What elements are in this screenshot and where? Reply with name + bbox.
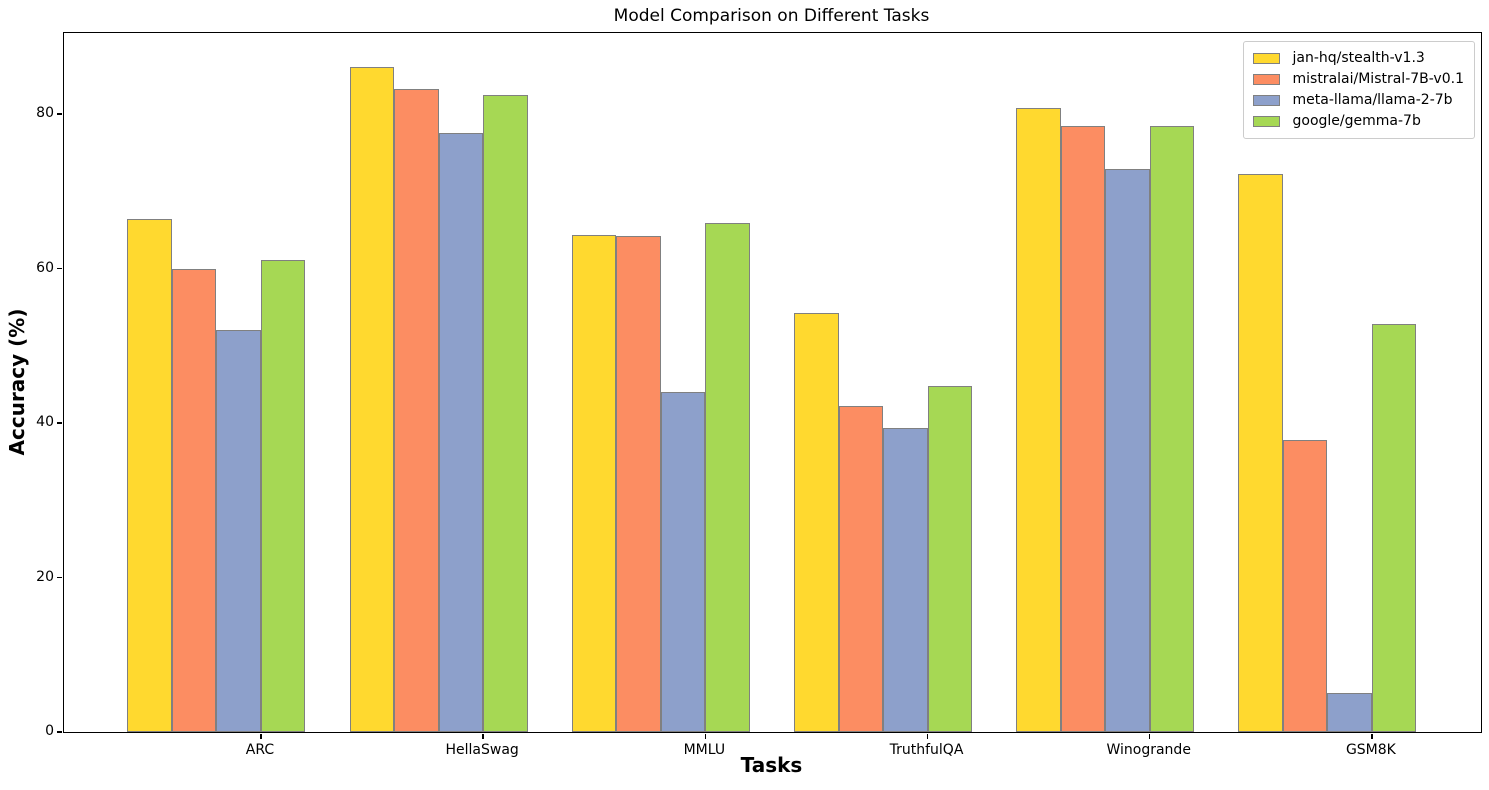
y-tick-mark [57, 113, 62, 115]
y-tick-label: 0 [45, 723, 54, 739]
x-tick-label: MMLU [683, 742, 726, 758]
bar-truthfulqa-series2 [883, 428, 928, 732]
chart-title: Model Comparison on Different Tasks [613, 6, 930, 26]
bar-arc-series3 [260, 260, 306, 732]
legend: jan-hq/stealth-v1.3 mistralai/Mistral-7B-… [1242, 41, 1475, 139]
bar-truthfulqa-series0 [794, 312, 839, 732]
x-tick-label: Winogrande [1106, 742, 1191, 758]
bar-truthfulqa-series1 [838, 406, 884, 732]
bar-winogrande-series0 [1016, 107, 1061, 732]
legend-swatch-icon [1252, 95, 1280, 106]
x-tick-mark [260, 734, 262, 739]
x-axis-label: Tasks [740, 753, 803, 777]
y-tick-mark [57, 731, 62, 733]
y-tick-mark [57, 422, 62, 424]
y-tick-label: 40 [36, 414, 54, 431]
x-tick-mark [704, 734, 707, 739]
legend-item: jan-hq/stealth-v1.3 [1252, 48, 1465, 69]
bar-mmlu-series3 [705, 223, 750, 732]
legend-label: jan-hq/stealth-v1.3 [1292, 50, 1425, 66]
legend-item: mistralai/Mistral-7B-v0.1 [1252, 69, 1465, 90]
bar-gsm8k-series0 [1238, 174, 1283, 732]
x-tick-mark [1371, 734, 1373, 739]
x-tick-mark [482, 734, 484, 739]
plot-area: jan-hq/stealth-v1.3 mistralai/Mistral-7B-… [57, 32, 1482, 739]
y-tick-label: 60 [36, 259, 54, 276]
bar-arc-series1 [171, 268, 217, 732]
bar-hellaswag-series2 [438, 132, 484, 732]
bar-arc-series2 [216, 330, 261, 732]
legend-label: google/gemma-7b [1292, 113, 1421, 129]
legend-item: google/gemma-7b [1252, 111, 1465, 132]
x-tick-mark [1148, 734, 1151, 739]
legend-swatch-icon [1252, 53, 1280, 64]
x-tick-label: ARC [245, 742, 275, 758]
bar-arc-series0 [127, 219, 172, 732]
bar-hellaswag-series1 [394, 88, 439, 732]
bar-gsm8k-series2 [1327, 693, 1372, 732]
x-tick-label: TruthfulQA [889, 742, 964, 758]
x-tick-label: GSM8K [1345, 742, 1396, 758]
y-tick-label: 80 [36, 105, 54, 122]
bar-mmlu-series2 [660, 392, 706, 732]
y-tick-label: 20 [36, 568, 54, 585]
legend-label: mistralai/Mistral-7B-v0.1 [1292, 71, 1465, 87]
y-axis-label: Accuracy (%) [5, 308, 29, 456]
legend-label: meta-llama/llama-2-7b [1292, 92, 1453, 108]
bar-mmlu-series1 [616, 236, 661, 732]
bar-mmlu-series0 [571, 234, 617, 732]
x-tick-mark [926, 734, 929, 739]
bar-winogrande-series1 [1060, 126, 1106, 732]
bar-truthfulqa-series3 [927, 385, 973, 732]
bar-gsm8k-series3 [1371, 324, 1417, 732]
x-tick-label: HellaSwag [445, 742, 519, 758]
bar-winogrande-series2 [1105, 168, 1150, 732]
y-tick-mark [57, 267, 62, 270]
legend-swatch-icon [1252, 74, 1280, 85]
y-tick-mark [57, 576, 62, 579]
bar-hellaswag-series0 [349, 67, 395, 732]
bar-hellaswag-series3 [483, 94, 528, 732]
bar-winogrande-series3 [1149, 125, 1195, 732]
legend-swatch-icon [1252, 116, 1280, 127]
legend-item: meta-llama/llama-2-7b [1252, 90, 1465, 111]
bar-gsm8k-series1 [1282, 440, 1328, 732]
